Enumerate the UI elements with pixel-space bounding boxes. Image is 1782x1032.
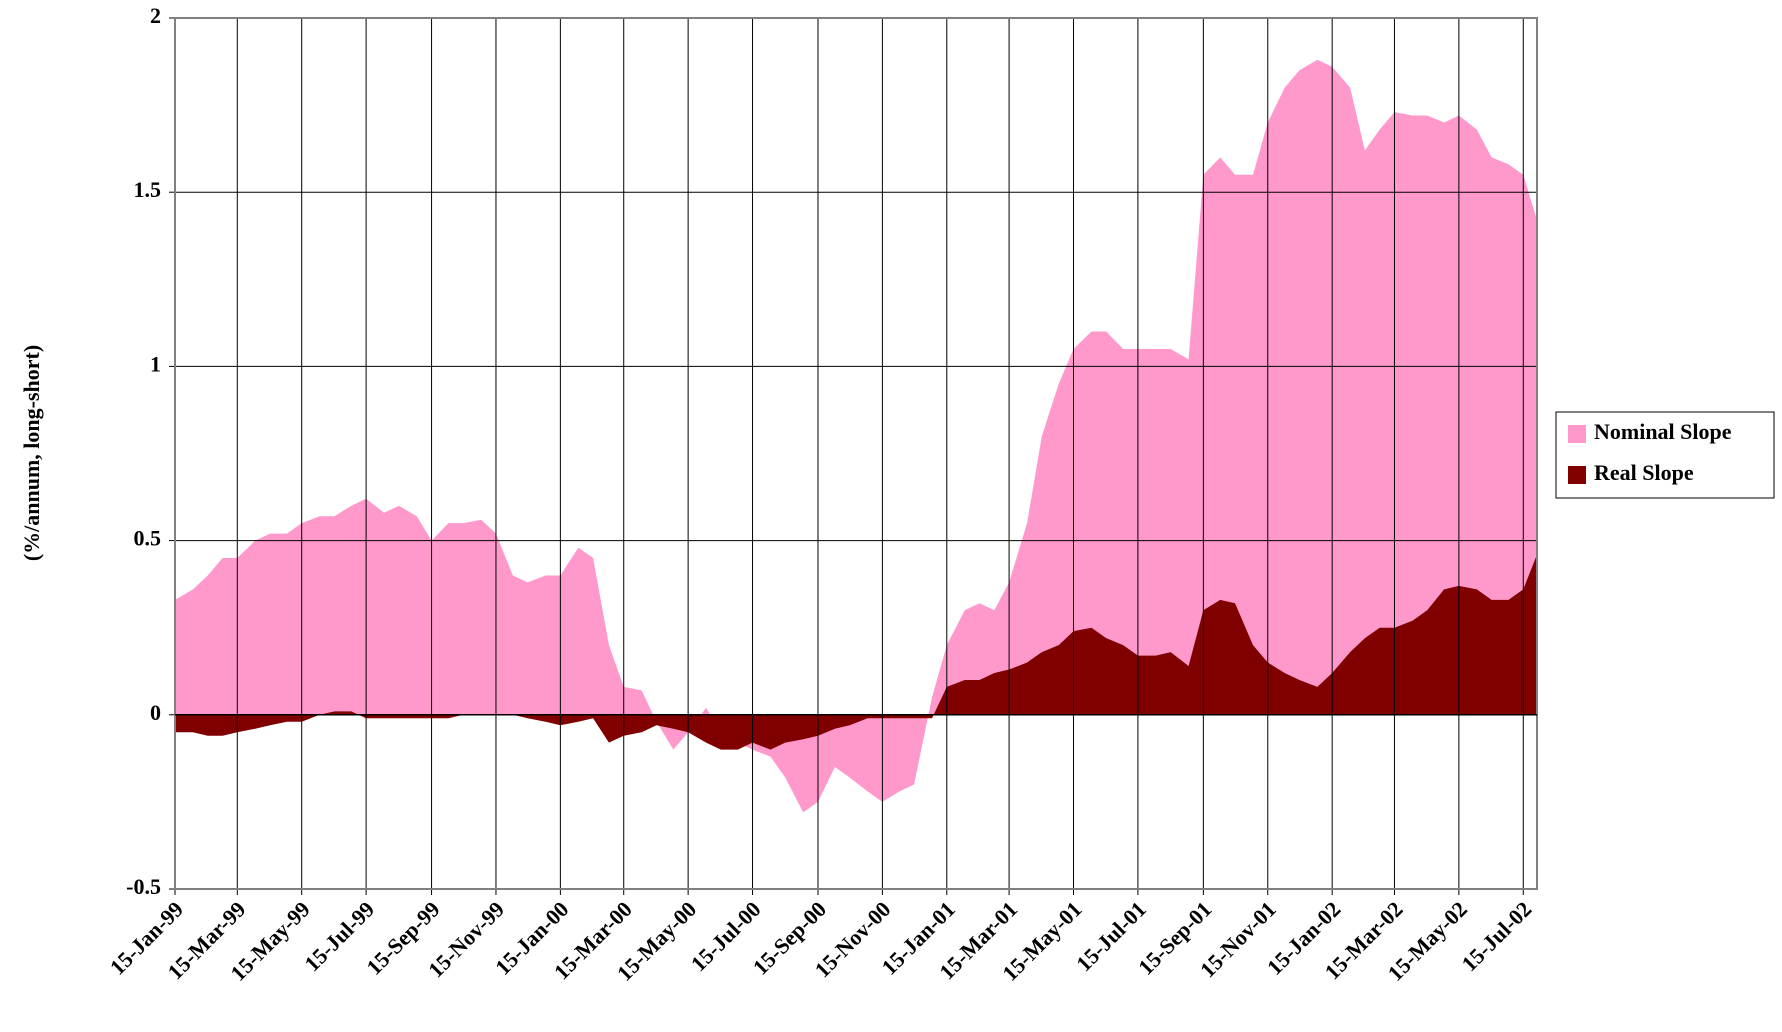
- area: [175, 554, 1537, 750]
- legend-swatch: [1568, 466, 1586, 484]
- y-tick-label: 0.5: [134, 526, 162, 551]
- y-tick-label: 2: [150, 3, 161, 28]
- area: [175, 59, 1537, 813]
- y-tick-label: 1: [150, 351, 161, 376]
- y-tick-label: 1.5: [134, 177, 162, 202]
- legend-swatch: [1568, 425, 1586, 443]
- legend-box: [1555, 411, 1775, 499]
- plot-border: [174, 17, 1538, 890]
- legend-label: Nominal Slope: [1594, 419, 1732, 444]
- y-axis-title: (%/annum, long-short): [19, 345, 44, 561]
- x-tick-label: 15-Jul-02: [1456, 896, 1536, 976]
- y-tick-label: -0.5: [126, 874, 161, 899]
- y-tick-label: 0: [150, 700, 161, 725]
- legend-label: Real Slope: [1594, 460, 1694, 485]
